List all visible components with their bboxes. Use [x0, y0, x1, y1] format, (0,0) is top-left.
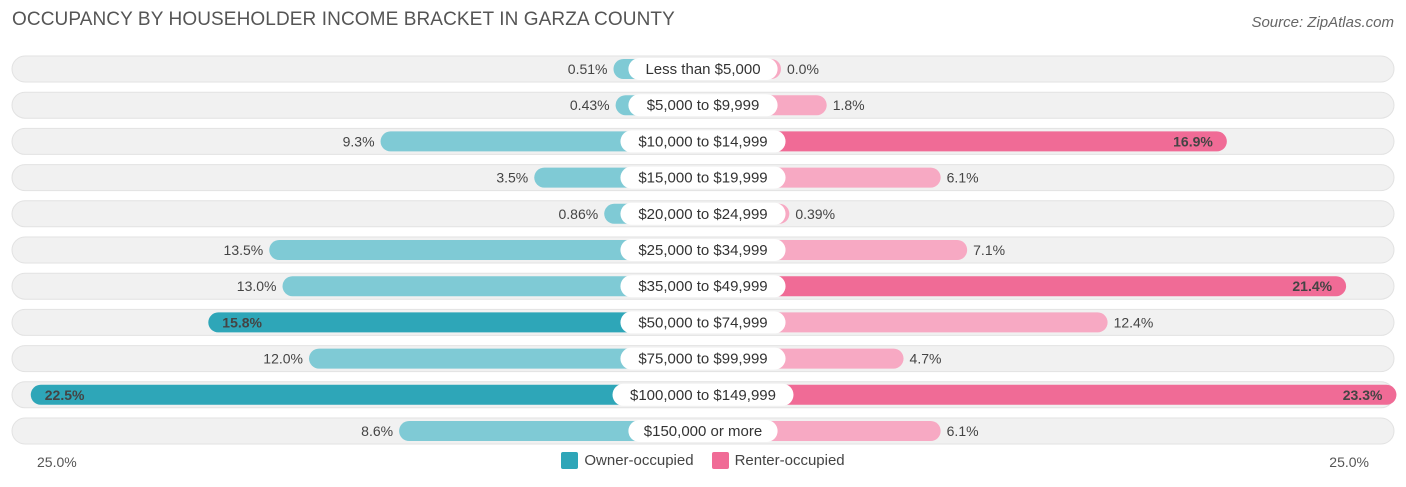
- category-label: $15,000 to $19,999: [638, 170, 767, 187]
- renter-value-label: 0.0%: [787, 61, 819, 77]
- legend-swatch-renter: [711, 452, 729, 469]
- owner-bar: [269, 240, 703, 260]
- legend-item-renter[interactable]: Renter-occupied: [711, 452, 845, 469]
- renter-bar: [703, 131, 1227, 152]
- owner-bar: [208, 312, 704, 333]
- axis-left-label: 25.0%: [37, 454, 77, 470]
- category-label: $75,000 to $99,999: [638, 351, 767, 368]
- renter-value-label: 23.3%: [1343, 387, 1383, 403]
- owner-value-label: 9.3%: [343, 133, 375, 149]
- axis-right-label: 25.0%: [1329, 454, 1369, 470]
- category-pill: [620, 202, 786, 225]
- category-label: $100,000 to $149,999: [630, 387, 776, 404]
- owner-bar: [282, 276, 703, 297]
- renter-value-label: 12.4%: [1114, 314, 1154, 330]
- renter-value-label: 6.1%: [947, 423, 979, 439]
- legend: Owner-occupied Renter-occupied: [0, 452, 1406, 469]
- category-pill: [612, 383, 794, 406]
- owner-value-label: 0.86%: [559, 206, 599, 222]
- owner-bar: [399, 421, 703, 441]
- owner-value-label: 15.8%: [222, 314, 262, 330]
- category-pill: [620, 239, 786, 261]
- category-pill: [628, 420, 778, 442]
- category-label: Less than $5,000: [645, 61, 760, 78]
- renter-bar: [703, 312, 1108, 333]
- category-label: $20,000 to $24,999: [638, 206, 767, 223]
- chart-source: Source: ZipAtlas.com: [1251, 14, 1394, 31]
- category-pill: [628, 94, 778, 117]
- owner-value-label: 8.6%: [361, 423, 393, 439]
- owner-value-label: 0.51%: [568, 61, 608, 77]
- category-label: $50,000 to $74,999: [638, 314, 767, 331]
- category-label: $150,000 or more: [644, 423, 762, 440]
- legend-item-owner[interactable]: Owner-occupied: [561, 452, 694, 469]
- legend-label-owner: Owner-occupied: [584, 452, 694, 469]
- renter-bar: [703, 276, 1347, 297]
- renter-value-label: 4.7%: [910, 351, 942, 367]
- category-pill: [620, 347, 786, 370]
- category-pill: [620, 311, 786, 334]
- legend-label-renter: Renter-occupied: [734, 452, 845, 469]
- owner-value-label: 13.5%: [224, 242, 264, 258]
- category-pill: [620, 166, 786, 189]
- owner-value-label: 12.0%: [263, 351, 303, 367]
- category-label: $35,000 to $49,999: [638, 278, 767, 295]
- renter-value-label: 6.1%: [947, 170, 979, 186]
- owner-value-label: 0.43%: [570, 97, 610, 113]
- owner-value-label: 13.0%: [237, 278, 277, 294]
- chart-title: OCCUPANCY BY HOUSEHOLDER INCOME BRACKET …: [12, 9, 675, 30]
- category-pill: [628, 58, 778, 80]
- renter-value-label: 0.39%: [795, 206, 835, 222]
- category-label: $25,000 to $34,999: [638, 242, 767, 259]
- renter-bar: [703, 384, 1397, 405]
- renter-value-label: 1.8%: [833, 97, 865, 113]
- legend-swatch-owner: [561, 452, 579, 469]
- owner-value-label: 3.5%: [496, 170, 528, 186]
- owner-bar: [309, 348, 703, 369]
- category-label: $5,000 to $9,999: [647, 97, 760, 114]
- category-pill: [620, 130, 786, 153]
- owner-value-label: 22.5%: [45, 387, 85, 403]
- renter-value-label: 16.9%: [1173, 133, 1213, 149]
- category-pill: [620, 275, 786, 298]
- owner-bar: [30, 384, 703, 405]
- renter-value-label: 7.1%: [973, 242, 1005, 258]
- category-label: $10,000 to $14,999: [638, 133, 767, 150]
- renter-value-label: 21.4%: [1292, 278, 1332, 294]
